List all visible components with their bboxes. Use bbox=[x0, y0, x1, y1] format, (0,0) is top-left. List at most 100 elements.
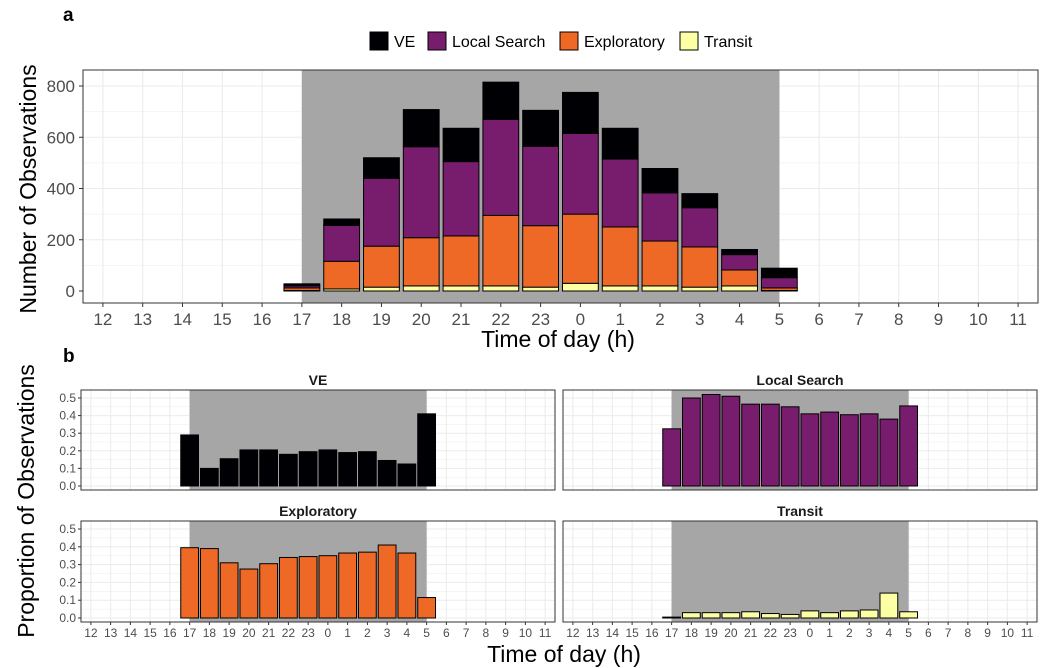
facet-x-tick-label: 16 bbox=[645, 626, 659, 640]
panel-b-y-axis-title: Proportion of Observations bbox=[13, 364, 39, 638]
facet-x-tick-label: 3 bbox=[866, 626, 873, 640]
facet-x-tick-label: 15 bbox=[625, 626, 639, 640]
facet-x-tick-label: 16 bbox=[163, 626, 177, 640]
facet-y-tick-label: 0.5 bbox=[59, 391, 76, 405]
facet-border bbox=[562, 389, 1038, 491]
bar-a-local-search-1 bbox=[601, 158, 639, 228]
panel-a-y-tick-label: 600 bbox=[47, 128, 75, 147]
bar-a-exploratory-18 bbox=[323, 260, 361, 290]
facet-x-tick-label: 2 bbox=[364, 626, 371, 640]
bar-a-transit-4 bbox=[721, 285, 758, 292]
bar-a-exploratory-0 bbox=[561, 213, 599, 284]
bar-a-exploratory-20 bbox=[402, 237, 440, 287]
bar-b-transit-1 bbox=[820, 612, 840, 619]
facet-x-tick-label: 22 bbox=[764, 626, 778, 640]
bar-b-exploratory-20 bbox=[239, 568, 259, 619]
legend-item-transit: Transit bbox=[679, 31, 753, 51]
facet-title-exploratory: Exploratory bbox=[279, 503, 357, 519]
bar-b-local-search-1 bbox=[820, 411, 840, 487]
facet-bars bbox=[662, 393, 919, 487]
panel-a-x-tick-label: 15 bbox=[213, 310, 232, 329]
bar-b-exploratory-17 bbox=[180, 547, 200, 619]
panel-a-bars bbox=[283, 81, 798, 292]
bar-a-exploratory-1 bbox=[601, 226, 639, 287]
facet-x-tick-label: 6 bbox=[443, 626, 450, 640]
bar-b-local-search-0 bbox=[800, 413, 820, 487]
bar-a-exploratory-3 bbox=[681, 246, 719, 288]
facet-x-tick-label: 15 bbox=[143, 626, 157, 640]
panel-a-x-tick-label: 1 bbox=[615, 310, 624, 329]
bar-b-transit-21 bbox=[741, 611, 761, 619]
bar-b-local-search-17 bbox=[662, 428, 682, 487]
facet-y-tick-label: 0.4 bbox=[59, 540, 76, 554]
facet-x-tick-label: 12 bbox=[566, 626, 580, 640]
facet-x-tick-label: 14 bbox=[606, 626, 620, 640]
panel-a-x-tick-label: 22 bbox=[491, 310, 510, 329]
bar-b-exploratory-4 bbox=[397, 552, 417, 619]
bar-a-ve-23 bbox=[522, 109, 560, 147]
bar-b-ve-5 bbox=[417, 413, 437, 487]
panel-a-label: a bbox=[63, 5, 74, 26]
panel-a-x-tick-label: 21 bbox=[452, 310, 471, 329]
facet-x-tick-label: 23 bbox=[783, 626, 797, 640]
bar-a-exploratory-22 bbox=[482, 214, 520, 287]
bar-a-ve-3 bbox=[681, 193, 719, 209]
facet-bars bbox=[180, 413, 437, 487]
bar-b-transit-3 bbox=[859, 609, 879, 619]
panel-a-x-tick-label: 6 bbox=[814, 310, 823, 329]
legend-key-transit bbox=[679, 31, 699, 51]
bar-b-local-search-19 bbox=[701, 393, 721, 487]
bar-b-transit-0 bbox=[800, 610, 820, 619]
panel-a-x-tick-label: 18 bbox=[332, 310, 351, 329]
panel-a-x-tick-label: 4 bbox=[735, 310, 744, 329]
bar-b-transit-20 bbox=[721, 612, 741, 619]
panel-a-x-tick-label: 14 bbox=[173, 310, 192, 329]
bar-b-exploratory-19 bbox=[219, 562, 239, 619]
panel-a-x-tick-label: 16 bbox=[253, 310, 272, 329]
facet-y-tick-label: 0.3 bbox=[59, 426, 76, 440]
bar-a-exploratory-19 bbox=[363, 245, 400, 288]
bar-b-ve-0 bbox=[318, 449, 338, 487]
facet-x-tick-label: 13 bbox=[586, 626, 600, 640]
legend: VE Local Search Exploratory Transit bbox=[369, 31, 753, 51]
bar-a-transit-3 bbox=[681, 286, 719, 292]
panel-a-x-tick-label: 11 bbox=[1009, 310, 1027, 329]
bar-a-transit-23 bbox=[522, 286, 560, 292]
panel-a-x-tick-label: 8 bbox=[894, 310, 903, 329]
bar-b-ve-18 bbox=[199, 467, 219, 487]
facet-y-tick-label: 0.4 bbox=[59, 409, 76, 423]
bar-b-ve-3 bbox=[377, 459, 397, 487]
facet-x-tick-label: 6 bbox=[925, 626, 932, 640]
facet-night-shading bbox=[671, 521, 909, 622]
panel-a-y-tick-label: 0 bbox=[66, 282, 75, 301]
bar-a-exploratory-4 bbox=[721, 269, 758, 287]
facet-x-tick-label: 9 bbox=[984, 626, 991, 640]
facet-x-tick-label: 17 bbox=[665, 626, 679, 640]
panel-a-x-tick-label: 10 bbox=[969, 310, 988, 329]
bar-b-exploratory-21 bbox=[259, 563, 279, 619]
panel-a-x-tick-label: 23 bbox=[531, 310, 550, 329]
facet-y-tick-label: 0.2 bbox=[59, 575, 76, 589]
facet-x-tick-label: 9 bbox=[502, 626, 509, 640]
facet-x-tick-label: 18 bbox=[203, 626, 217, 640]
bar-b-transit-2 bbox=[839, 610, 859, 619]
facet-border bbox=[80, 389, 556, 491]
bar-a-local-search-22 bbox=[482, 118, 520, 216]
facet-x-tick-label: 4 bbox=[404, 626, 411, 640]
bar-b-exploratory-18 bbox=[199, 548, 219, 619]
panel-a-y-tick-label: 800 bbox=[47, 77, 75, 96]
bar-b-ve-22 bbox=[278, 453, 298, 487]
bar-b-exploratory-22 bbox=[278, 556, 298, 619]
facet-x-tick-label: 13 bbox=[104, 626, 118, 640]
facet-x-tick-label: 11 bbox=[539, 626, 552, 640]
bar-b-exploratory-0 bbox=[318, 555, 338, 619]
bar-b-exploratory-1 bbox=[338, 552, 358, 619]
panel-a-x-tick-label: 20 bbox=[412, 310, 431, 329]
facet-x-tick-label: 20 bbox=[724, 626, 738, 640]
panel-a-x-tick-label: 19 bbox=[372, 310, 391, 329]
legend-item-local-search: Local Search bbox=[427, 31, 545, 51]
bar-a-ve-2 bbox=[641, 168, 679, 194]
facet-x-tick-label: 3 bbox=[384, 626, 391, 640]
bar-b-ve-23 bbox=[298, 451, 318, 487]
